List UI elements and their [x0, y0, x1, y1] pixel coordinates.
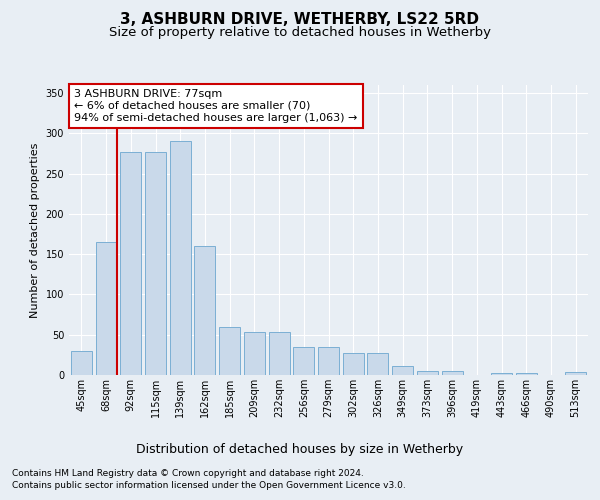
Bar [293, 347, 314, 375]
Bar [71, 351, 92, 375]
Y-axis label: Number of detached properties: Number of detached properties [30, 142, 40, 318]
Bar [269, 332, 290, 375]
Text: 3, ASHBURN DRIVE, WETHERBY, LS22 5RD: 3, ASHBURN DRIVE, WETHERBY, LS22 5RD [121, 12, 479, 28]
Bar [318, 347, 339, 375]
Text: Contains HM Land Registry data © Crown copyright and database right 2024.: Contains HM Land Registry data © Crown c… [12, 469, 364, 478]
Bar [244, 332, 265, 375]
Bar [442, 371, 463, 375]
Text: 3 ASHBURN DRIVE: 77sqm
← 6% of detached houses are smaller (70)
94% of semi-deta: 3 ASHBURN DRIVE: 77sqm ← 6% of detached … [74, 90, 358, 122]
Bar [120, 152, 141, 375]
Bar [516, 372, 537, 375]
Bar [367, 353, 388, 375]
Bar [491, 372, 512, 375]
Bar [219, 328, 240, 375]
Text: Contains public sector information licensed under the Open Government Licence v3: Contains public sector information licen… [12, 481, 406, 490]
Bar [417, 371, 438, 375]
Bar [170, 142, 191, 375]
Bar [95, 242, 116, 375]
Text: Size of property relative to detached houses in Wetherby: Size of property relative to detached ho… [109, 26, 491, 39]
Bar [565, 372, 586, 375]
Bar [145, 152, 166, 375]
Bar [343, 353, 364, 375]
Bar [194, 246, 215, 375]
Text: Distribution of detached houses by size in Wetherby: Distribution of detached houses by size … [136, 442, 464, 456]
Bar [392, 366, 413, 375]
